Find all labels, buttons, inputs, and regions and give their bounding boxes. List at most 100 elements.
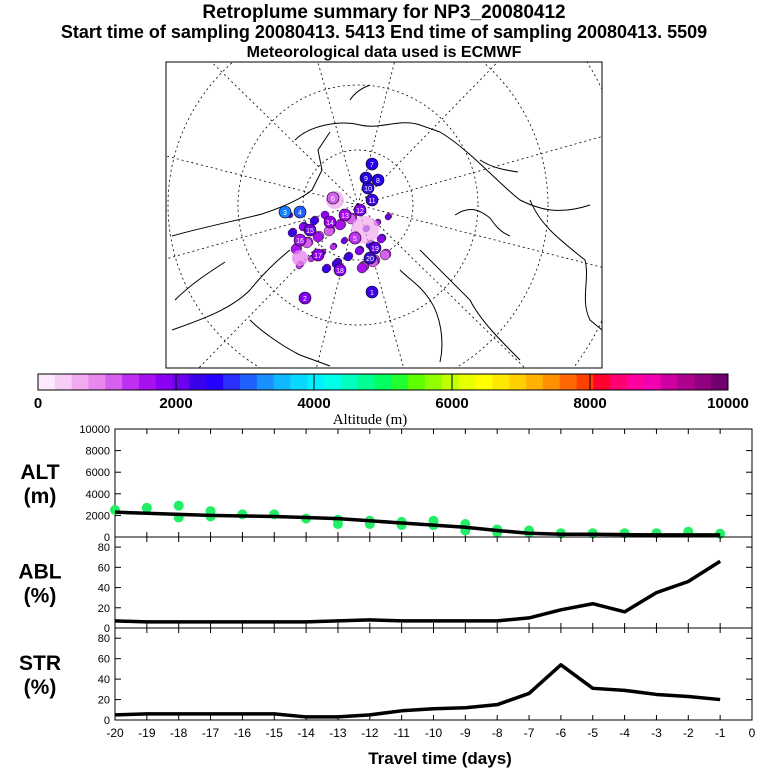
panel-ylabel: STR: [19, 652, 61, 675]
colorbar-cell: [223, 374, 241, 390]
trajectory-point: [340, 237, 348, 245]
x-tick-label: -6: [556, 726, 567, 740]
colorbar-tick-label: 2000: [159, 395, 192, 412]
colorbar-cell: [610, 374, 628, 390]
trajectory-point: [287, 228, 297, 238]
colorbar-cell: [38, 374, 56, 390]
trajectory-marker: [365, 193, 379, 207]
trajectory-marker: [371, 173, 385, 187]
meridian-line: [357, 204, 602, 268]
colorbar-cell: [711, 374, 729, 390]
x-tick-label: -12: [361, 726, 379, 740]
y-tick-label: 80: [98, 633, 110, 645]
trajectory-marker: [365, 157, 379, 171]
trajectory-marker-label: 4: [298, 210, 302, 217]
y-tick-label: 6000: [86, 467, 110, 479]
colorbar-cell: [324, 374, 342, 390]
trajectory-marker: [365, 285, 379, 299]
x-tick-label: -9: [460, 726, 471, 740]
trajectory-marker-label: 7: [370, 162, 374, 169]
trajectory-marker-label: 2: [303, 296, 307, 303]
colorbar-cell: [54, 374, 73, 390]
x-tick-label: -15: [266, 726, 284, 740]
meridian-line: [357, 136, 602, 206]
y-tick-label: 8000: [86, 446, 110, 458]
x-tick-label: -3: [651, 726, 662, 740]
trajectory-marker: [348, 231, 362, 245]
colorbar-cell: [509, 374, 527, 390]
trajectory-point: [356, 262, 368, 274]
x-tick-label: -7: [524, 726, 535, 740]
colorbar-cell: [475, 374, 493, 390]
latitude-circle: [302, 149, 414, 261]
trajectory-point: [312, 231, 324, 243]
trajectory-marker-label: 17: [314, 253, 322, 260]
series-line: [114, 559, 722, 624]
trajectory-point: [321, 264, 331, 274]
meridian-line: [357, 62, 395, 206]
panel-alt: 0 2000 4000 6000 8000 10000 ALT(m): [20, 424, 753, 544]
colorbar-cell: [138, 374, 157, 390]
y-tick-label: 0: [104, 623, 110, 635]
y-tick-label: 20: [98, 603, 110, 615]
panel-ylabel-unit: (%): [24, 676, 57, 699]
colorbar-cell: [441, 374, 460, 390]
meridian-line: [166, 204, 359, 260]
colorbar-cell: [290, 374, 308, 390]
trajectory-marker-label: 3: [283, 210, 287, 217]
colorbar-cell: [239, 374, 258, 390]
trajectory-point: [384, 213, 392, 221]
colorbar-cell: [172, 374, 190, 390]
colorbar-cell: [627, 374, 645, 390]
trajectory-point: [379, 249, 391, 261]
colorbar-cell: [458, 374, 477, 390]
y-tick-label: 0: [104, 532, 110, 544]
trajectory-marker-label: 15: [306, 228, 314, 235]
colorbar-cell: [273, 374, 291, 390]
trajectory-marker-label: 9: [364, 176, 368, 183]
x-tick-label: -19: [138, 726, 156, 740]
trajectory-marker: [303, 223, 317, 237]
met-data-line: Meteorological data used is ECMWF: [246, 44, 522, 61]
trajectory-marker: [333, 263, 347, 277]
latitude-circle: [237, 84, 479, 326]
meridian-line: [166, 155, 359, 206]
trajectory-point: [354, 246, 364, 256]
map-graticule: [166, 62, 602, 368]
x-tick-label: -1: [715, 726, 726, 740]
colorbar-cell: [593, 374, 611, 390]
colorbar-cell: [155, 374, 174, 390]
colorbar-cell: [408, 374, 426, 390]
meridian-line: [198, 204, 359, 368]
colorbar-cell: [425, 374, 443, 390]
series-line: [114, 510, 721, 537]
y-tick-label: 40: [98, 674, 110, 686]
colorbar-cell: [576, 374, 594, 390]
trajectory-marker: [353, 203, 367, 217]
y-tick-label: 0: [104, 715, 110, 727]
colorbar-cell: [526, 374, 544, 390]
panel-frame: [114, 627, 753, 721]
trajectory-point: [329, 243, 337, 251]
latitude-circle: [167, 62, 549, 368]
trajectory-marker: [293, 233, 307, 247]
trajectory-marker: [338, 208, 352, 222]
trajectory-marker-label: 5: [353, 236, 357, 243]
y-tick-label: 20: [98, 695, 110, 707]
colorbar-tick-label: 0: [34, 395, 42, 412]
colorbar-tick-label: 4000: [297, 395, 330, 412]
trajectory-marker: [293, 205, 307, 219]
y-tick-label: 60: [98, 654, 110, 666]
x-tick-label: -14: [297, 726, 315, 740]
colorbar-tick-label: 6000: [435, 395, 468, 412]
trajectory-marker: [363, 251, 377, 265]
trajectory-marker-label: 10: [364, 186, 372, 193]
x-tick-label: -16: [234, 726, 252, 740]
trajectory-marker: [359, 171, 373, 185]
panel-ylabel-unit: (m): [24, 485, 57, 508]
colorbar-cell: [307, 374, 325, 390]
